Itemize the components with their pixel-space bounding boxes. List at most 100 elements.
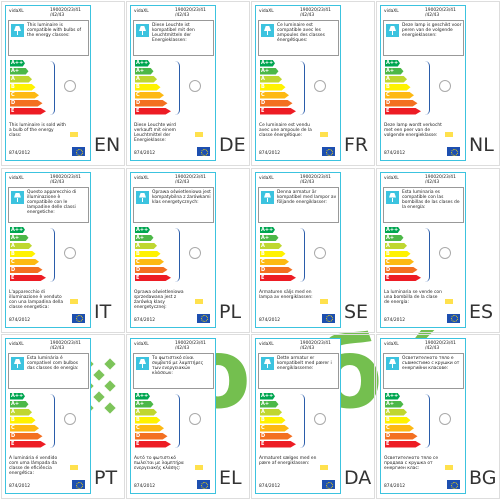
model-number: /42/43 bbox=[175, 179, 190, 185]
brand: vidaXL bbox=[134, 342, 149, 347]
brand: vidaXL bbox=[9, 175, 24, 181]
class-bar: E bbox=[385, 274, 421, 281]
bulb bbox=[314, 80, 326, 92]
class-bar: A bbox=[135, 409, 157, 416]
top-panel: This luminaire is compatible with bulbs … bbox=[8, 20, 89, 56]
class-bar: A++ bbox=[135, 393, 150, 400]
lamp-shape bbox=[14, 359, 21, 364]
lamp-stand bbox=[392, 197, 393, 202]
regulation: 874/2012 bbox=[9, 317, 31, 323]
class-bar: D bbox=[135, 433, 168, 440]
class-bar: C bbox=[135, 425, 164, 432]
top-panel: Diese Leuchte ist kompatibel mit den Leu… bbox=[133, 20, 214, 56]
regulation: 874/2012 bbox=[384, 484, 406, 489]
sold-text: La luminaria se vende con una bombilla d… bbox=[384, 289, 442, 305]
bracket bbox=[50, 61, 55, 115]
model-number: /42/43 bbox=[50, 13, 65, 18]
language-code: FR bbox=[344, 134, 369, 156]
class-bar: D bbox=[10, 100, 43, 107]
lamp-icon bbox=[261, 357, 274, 370]
lamp-icon bbox=[261, 24, 274, 37]
eu-flag bbox=[197, 480, 210, 489]
lamp-shape bbox=[14, 192, 21, 198]
lamp-icon bbox=[11, 357, 24, 370]
eu-flag bbox=[72, 480, 85, 489]
lamp-stand bbox=[267, 197, 268, 202]
sold-text: A luminária é vendido com uma lâmpada da… bbox=[9, 456, 58, 476]
model-number: 190020/23/41 bbox=[175, 8, 206, 13]
lamp-stand bbox=[17, 31, 18, 35]
class-bar: C bbox=[10, 258, 39, 265]
bracket bbox=[50, 394, 55, 448]
class-bar: A bbox=[385, 76, 407, 83]
class-bar: A bbox=[10, 409, 32, 416]
class-bar: E bbox=[10, 274, 46, 281]
lamp-shape bbox=[389, 359, 396, 364]
lamp-stand bbox=[392, 364, 393, 368]
class-marker bbox=[70, 465, 78, 470]
eu-stars bbox=[75, 481, 83, 489]
regulation: 874/2012 bbox=[134, 484, 156, 489]
lamp-stand bbox=[142, 197, 143, 202]
class-bar: A++ bbox=[10, 226, 25, 233]
model-number: /42/43 bbox=[300, 13, 315, 18]
regulation: 874/2012 bbox=[259, 151, 281, 156]
bracket bbox=[300, 61, 305, 115]
class-bar: E bbox=[385, 108, 421, 115]
eu-flag bbox=[447, 147, 460, 156]
model-number: /42/43 bbox=[425, 179, 440, 185]
top-panel: Осветителното тяло е съвместимо с крушки… bbox=[383, 353, 464, 389]
compatible-text: This luminaire is compatible with bulbs … bbox=[27, 23, 82, 38]
brand: vidaXL bbox=[384, 342, 399, 347]
energy-label: vidaXL 190020/23/41/42/43 Το φωτιστικό είν… bbox=[130, 338, 216, 494]
label-cell: vidaXL 190020/23/41/42/43 Dette armatur er… bbox=[251, 334, 375, 499]
energy-label: vidaXL 190020/23/41/42/43 Ce luminaire est… bbox=[255, 5, 341, 161]
lamp-icon bbox=[136, 190, 149, 204]
brand: vidaXL bbox=[134, 9, 149, 14]
top-panel: Denna armatur är kompatibel med lampor a… bbox=[258, 186, 339, 223]
compatible-text: Diese Leuchte ist kompatibel mit den Leu… bbox=[152, 23, 195, 43]
language-code: PT bbox=[94, 467, 118, 489]
class-marker bbox=[320, 298, 328, 304]
regulation: 874/2012 bbox=[384, 317, 406, 323]
top-panel: Dette armatur er kompatibelt med pærer i… bbox=[258, 353, 339, 389]
lamp-stand bbox=[392, 31, 393, 35]
model-number: /42/43 bbox=[175, 13, 190, 18]
class-bar: B bbox=[135, 84, 161, 91]
class-marker bbox=[445, 298, 453, 304]
class-bar: B bbox=[260, 417, 286, 424]
class-bar: B bbox=[385, 84, 411, 91]
class-bar: B bbox=[260, 84, 286, 91]
brand: vidaXL bbox=[259, 175, 274, 181]
eu-flag bbox=[197, 313, 210, 323]
eu-flag bbox=[322, 313, 335, 323]
bulb bbox=[189, 80, 201, 92]
language-code: DA bbox=[344, 467, 372, 489]
class-bar: C bbox=[260, 425, 289, 432]
class-bar: E bbox=[135, 274, 171, 281]
class-bar: E bbox=[260, 274, 296, 281]
model-number: 190020/23/41 bbox=[425, 174, 456, 180]
eu-stars bbox=[325, 315, 333, 322]
class-bar: D bbox=[260, 100, 293, 107]
compatible-text: Dette armatur er kompatibelt med pærer i… bbox=[277, 356, 332, 371]
eu-stars bbox=[325, 148, 333, 156]
class-bar: D bbox=[385, 433, 418, 440]
regulation: 874/2012 bbox=[259, 484, 281, 489]
eu-stars bbox=[200, 148, 208, 156]
class-bar: E bbox=[260, 441, 296, 448]
class-bar: A+ bbox=[10, 234, 29, 241]
sold-text: This luminaire is sold with a bulb of th… bbox=[9, 123, 66, 138]
class-bar: B bbox=[135, 417, 161, 424]
compatible-text: Oprawa oświetleniowa jest kompatybilna z… bbox=[152, 189, 211, 205]
bulb bbox=[64, 80, 76, 92]
compatible-text: Questo apparecchio di illuminazione è co… bbox=[27, 189, 77, 215]
sold-text: Oprawa oświetleniowa sprzedawana jest z … bbox=[134, 289, 184, 310]
lamp-icon bbox=[11, 24, 24, 37]
class-bar: D bbox=[260, 433, 293, 440]
class-bar: C bbox=[135, 92, 164, 99]
regulation: 874/2012 bbox=[134, 151, 156, 156]
class-bar: E bbox=[10, 108, 46, 115]
class-bar: C bbox=[385, 425, 414, 432]
regulation: 874/2012 bbox=[134, 317, 156, 323]
